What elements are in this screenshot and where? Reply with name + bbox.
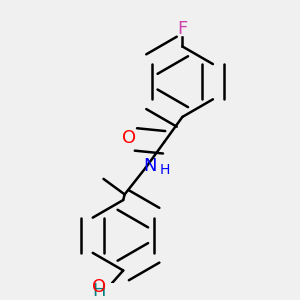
Text: O: O [122, 129, 136, 147]
Text: H: H [160, 164, 170, 177]
Text: O: O [92, 278, 106, 296]
Text: F: F [177, 20, 188, 38]
Text: N: N [143, 157, 157, 175]
Text: H: H [92, 282, 106, 300]
